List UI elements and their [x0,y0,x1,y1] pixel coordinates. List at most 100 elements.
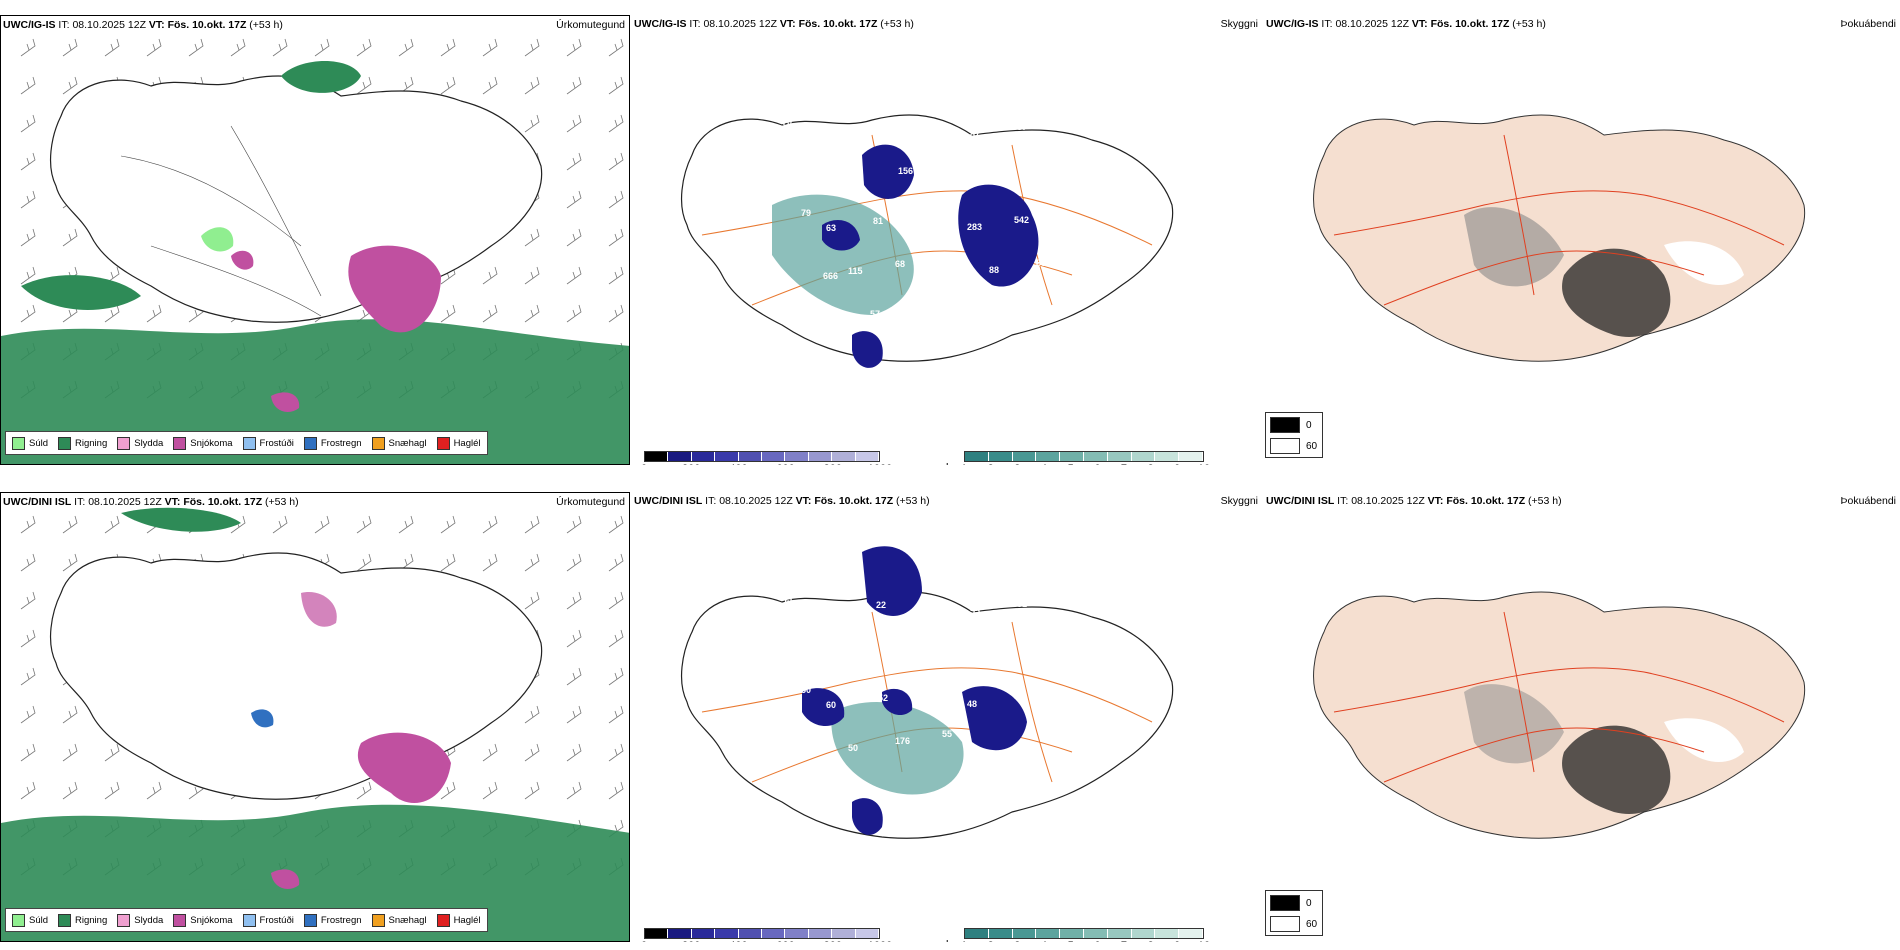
wind-barb [440,38,456,57]
wind-barb [482,38,498,57]
colorbar-segment [855,929,880,938]
cloud-base-label: 115 [848,266,863,276]
swatch-freezing-drizzle [242,913,256,927]
colorbar-tick: 9 [1174,940,1180,942]
cloud-base-label: 122 [851,650,866,660]
wind-barb [62,38,78,57]
cloud-base-label: 60 [942,252,952,262]
swatch-hail [436,436,450,450]
colorbar-segment [855,452,880,461]
cloud-base-label: 191 [923,136,938,146]
wind-barb [566,553,582,572]
legend-item: Slydda [117,913,163,927]
cloud-base-label: 33 [798,301,808,311]
legend-item: Frostregn [303,436,362,450]
fog-legend-1: 0 60 [1265,412,1323,458]
wind-barb [20,228,36,247]
colorbar-tick: 9 [1174,463,1180,465]
legend-item: Frostúði [242,436,294,450]
colorbar-segment [738,452,763,461]
wind-barb [608,591,624,610]
colorbar-segment [691,929,716,938]
swatch-snow [173,913,187,927]
cloud-panel-1: 70 49 106 191 87 37 58 62 156 45 71 82 63 81 59 283 542 7… [632,15,1262,465]
wind-barb [104,304,120,323]
cloud-base-label: 49 [829,130,839,140]
colorbar-tick: 1 [961,940,967,942]
colorbar-segment [1107,929,1132,938]
colorbar-tick: 2 [988,463,994,465]
wind-barb [524,266,540,285]
wind-barb [20,114,36,133]
colorbar-segment [832,929,856,938]
cloud-title-2: Skyggni [1220,495,1258,507]
wind-barb [482,515,498,534]
colorbar-tick: 7 [1121,463,1127,465]
colorbar-tick: 7 [1121,940,1127,942]
wind-barb [524,228,540,247]
wind-barb [146,304,162,323]
colorbar-tick: 600 [776,940,794,942]
colorbar-segment [1060,452,1084,461]
colorbar-segment [1155,452,1180,461]
swatch-rain [58,913,72,927]
wind-barb [20,152,36,171]
wind-barb [440,553,456,572]
colorbar-tick: 10 [1198,940,1210,942]
cloud-base-label: 45 [945,179,955,189]
swatch-drizzle [12,436,25,450]
colorbar-segment [1131,452,1156,461]
cloud-base-label: 37 [1017,122,1027,132]
colorbar-tick: 3 [1014,463,1020,465]
colorbar-tick: 400 [729,463,747,465]
cloud-base-label: 283 [967,222,982,232]
wind-barb [356,515,372,534]
wind-barb [20,553,36,572]
colorbar-segment [668,929,692,938]
wind-barb [566,591,582,610]
cloud-base-label: 83 [945,656,955,666]
colorbar-segment [988,452,1013,461]
wind-barb [608,228,624,247]
wind-barb [104,38,120,57]
colorbar-segment [1107,452,1132,461]
colorbar-tick: 200 [682,463,700,465]
cloud-base-label: 508 [920,686,935,696]
legend-item: Haglél [436,436,481,450]
colorbar-tick: 10 [1198,463,1210,465]
wind-barb [608,667,624,686]
wind-barb [608,515,624,534]
colorbar-segment [762,929,786,938]
wind-barb [20,76,36,95]
fog-swatch-dense [1270,417,1300,433]
colorbar-segment [1131,929,1156,938]
colorbar-tick: 3 [1014,940,1020,942]
wind-barb [566,515,582,534]
wind-barb [608,743,624,762]
colorbar-segment [785,452,809,461]
cloud-panel-2: 45 67 22 39 55 51 62 122 180 83 53 86 60 552 508 48 46 50… [632,492,1262,942]
cloud-base-label: 53 [992,649,1002,659]
cloud-base-label: 79 [801,208,811,218]
colorbar-segment [715,452,739,461]
colorbar-segment [1060,929,1084,938]
cloud-map-2: 45 67 22 39 55 51 62 122 180 83 53 86 60 552 508 48 46 50… [681,546,1174,839]
cloud-base-label: 857 [1036,258,1051,268]
wind-barb [20,190,36,209]
fog-map-1 [1313,114,1806,362]
fog-panel-2: UWC/DINI ISL IT: 08.10.2025 12Z VT: Fös.… [1264,492,1900,942]
wind-barb [20,38,36,57]
colorbar-tick: 5 [1068,940,1074,942]
wind-barb [314,515,330,534]
wind-barb [524,705,540,724]
wind-barb [356,76,372,95]
wind-barb [566,228,582,247]
wind-barb [524,304,540,323]
wind-barb [524,591,540,610]
wind-barb [566,667,582,686]
wind-barb [356,38,372,57]
cloud-base-label: 50 [801,685,811,695]
cloud-base-label: 22 [876,600,886,610]
colorbar-segment [1155,929,1180,938]
wind-barb [62,705,78,724]
